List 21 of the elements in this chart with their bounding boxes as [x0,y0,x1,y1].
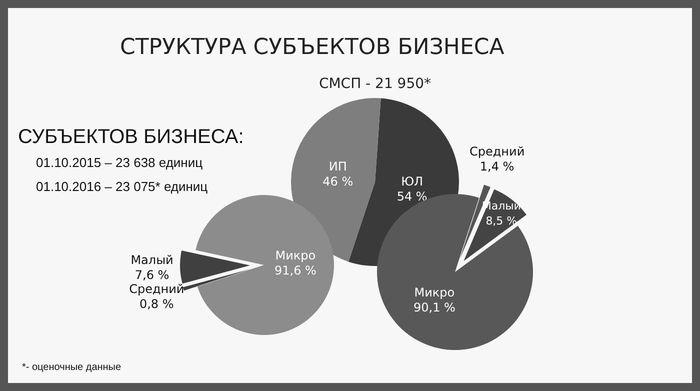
text: СУБЪЕКТОВ БИЗНЕСА: [18,126,244,148]
data-label: 54 % [396,189,428,204]
text: СТРУКТУРА СУБЪЕКТОВ БИЗНЕСА [120,35,504,60]
data-label: 0,8 % [139,296,174,311]
text: 01.10.2015 – 23 638 единиц [36,155,204,170]
data-label: 1,4 % [480,160,514,174]
slice-label: Средний [129,282,184,296]
data-label: 7,6 % [134,268,170,282]
data-label: 8,5 % [486,214,518,228]
slice-label: Средний [470,144,525,159]
slice-label: Малый [130,252,174,267]
slice-label: ЮЛ [401,174,424,188]
slice-label: ИП [328,160,347,174]
data-label: 46 % [322,174,354,189]
data-label: 91,6 % [274,263,316,278]
text: *- оценочные данные [22,362,122,373]
slice-label: Микро [414,285,455,300]
data-label: 90,1 % [413,300,456,314]
slice-label: Микро [275,248,316,262]
chart-title: СМСП - 21 950* [318,76,432,92]
text: 01.10.2016 – 23 075* единиц [36,179,208,194]
